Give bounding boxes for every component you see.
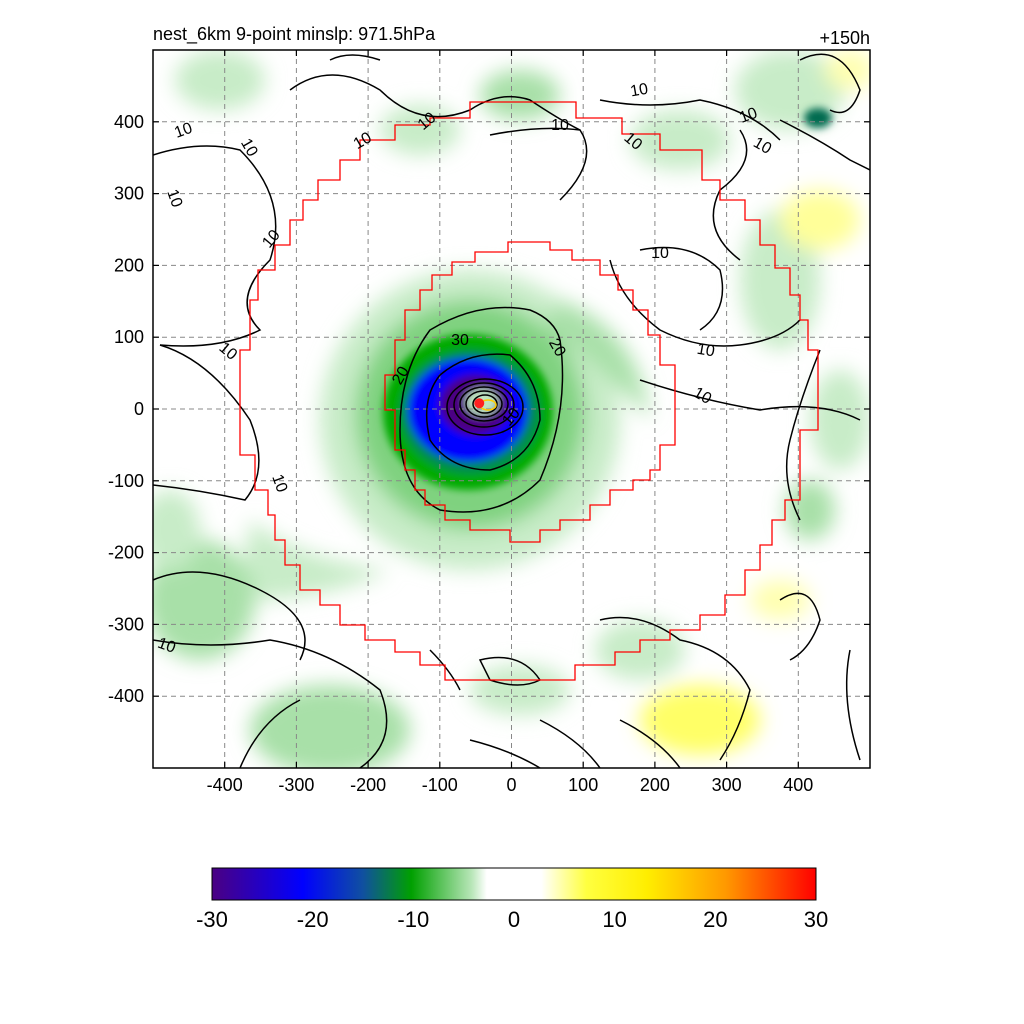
contour-label: 10 xyxy=(268,472,290,495)
contour-label: 10 xyxy=(163,187,185,210)
x-tick-label: -100 xyxy=(422,775,458,795)
x-tick-label: 0 xyxy=(506,775,516,795)
y-tick-label: 100 xyxy=(114,327,144,347)
x-tick-label: -300 xyxy=(278,775,314,795)
y-tick-label: -200 xyxy=(108,543,144,563)
contour-label: 10 xyxy=(237,136,261,160)
y-tick-label: 300 xyxy=(114,184,144,204)
contour-label: 10 xyxy=(172,120,195,142)
y-tick-label: -400 xyxy=(108,686,144,706)
contour-label: 20 xyxy=(545,336,569,360)
x-tick-label: 200 xyxy=(640,775,670,795)
x-tick-label: 100 xyxy=(568,775,598,795)
colorbar: -30 -20 -10 0 10 20 30 xyxy=(196,867,828,932)
x-tick-label: 300 xyxy=(712,775,742,795)
contour-label: 10 xyxy=(696,341,717,361)
x-axis-ticks: -400 -300 -200 -100 0 100 200 300 400 xyxy=(207,50,813,795)
contour-label: 10 xyxy=(750,134,774,158)
x-tick-label: 400 xyxy=(783,775,813,795)
forecast-hour: +150h xyxy=(819,28,870,48)
contour-label: 30 xyxy=(451,332,469,349)
colorbar-tick-label: -30 xyxy=(196,907,228,932)
storm-center-marker xyxy=(474,398,485,409)
contour-label: 10 xyxy=(690,384,714,408)
core-contours xyxy=(399,306,564,513)
y-tick-label: 200 xyxy=(114,255,144,275)
x-tick-label: -400 xyxy=(207,775,243,795)
y-tick-label: 0 xyxy=(134,399,144,419)
contour-label: 10 xyxy=(155,635,178,657)
colorbar-ticks: -30 -20 -10 0 10 20 30 xyxy=(196,907,828,932)
y-tick-label: -300 xyxy=(108,614,144,634)
colorbar-tick-label: 20 xyxy=(703,907,727,932)
contour-label: 10 xyxy=(651,245,669,262)
contour-label: 10 xyxy=(551,117,569,134)
contour-label: 10 xyxy=(629,81,650,101)
colorbar-bar xyxy=(211,867,817,901)
plot-area: 1010101010101010101010101010101010202030… xyxy=(153,50,870,768)
contour-label: 10 xyxy=(351,129,375,153)
y-axis-ticks: 400 300 200 100 0 -100 -200 -300 -400 xyxy=(108,112,870,706)
colorbar-tick-label: -10 xyxy=(397,907,429,932)
contour-lines xyxy=(153,53,870,768)
contour-label: 10 xyxy=(737,105,760,127)
y-tick-label: -100 xyxy=(108,471,144,491)
colorbar-tick-label: -20 xyxy=(297,907,329,932)
colorbar-tick-label: 0 xyxy=(508,907,520,932)
colorbar-tick-label: 30 xyxy=(804,907,828,932)
contour-label: 20 xyxy=(389,364,413,388)
chart-title: nest_6km 9-point minslp: 971.5hPa xyxy=(153,24,436,45)
analysis-boundary-inner xyxy=(384,241,676,543)
x-tick-label: -200 xyxy=(350,775,386,795)
y-tick-label: 400 xyxy=(114,112,144,132)
analysis-boundary-outer xyxy=(239,101,819,681)
colorbar-tick-label: 10 xyxy=(602,907,626,932)
